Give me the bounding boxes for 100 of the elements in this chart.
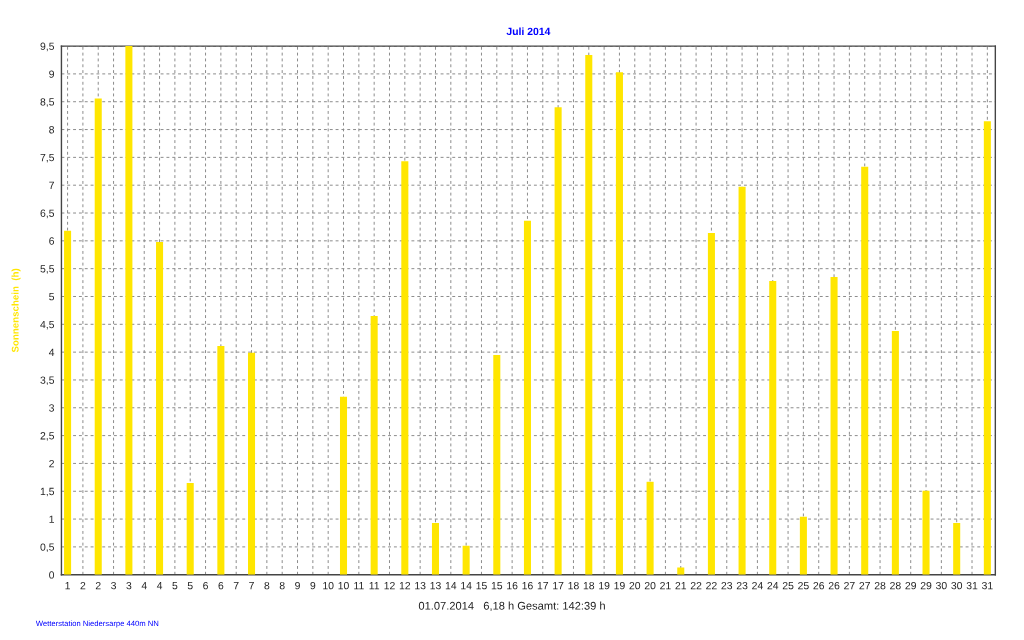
x-tick-label: 2 — [95, 581, 101, 590]
x-tick-label: 18 — [568, 581, 579, 590]
x-tick-label: 8 — [264, 581, 270, 590]
x-tick-label: 4 — [156, 582, 163, 590]
x-tick-label: 30 — [951, 581, 963, 590]
x-tick-label: 12 — [399, 581, 411, 590]
y-tick-label: 3,5 — [40, 376, 55, 386]
y-tick-label: 0,5 — [40, 543, 55, 552]
x-tick-label: 25 — [782, 581, 794, 590]
x-tick-label: 29 — [905, 581, 917, 590]
x-tick-label: 27 — [859, 581, 870, 590]
bar — [891, 330, 899, 575]
y-axis-title: Sonnenschein (h) — [11, 268, 21, 353]
x-tick-label: 5 — [172, 582, 178, 590]
x-tick-label: 6 — [203, 581, 208, 590]
x-tick-label: 21 — [660, 581, 671, 590]
bar — [431, 522, 440, 575]
x-tick-label: 7 — [249, 582, 254, 590]
x-tick-label: 16 — [507, 581, 518, 590]
bar — [738, 186, 746, 575]
x-tick-label: 7 — [233, 582, 239, 590]
x-tick-label: 14 — [445, 582, 457, 590]
bar — [799, 516, 807, 575]
x-tick-label: 21 — [675, 581, 687, 590]
y-tick-label: 2 — [49, 459, 54, 468]
bar — [401, 161, 409, 575]
x-tick-label: 19 — [599, 581, 610, 590]
x-tick-label: 9 — [295, 581, 300, 590]
x-tick-label: 16 — [522, 581, 533, 590]
bar — [983, 121, 991, 575]
x-tick-label: 13 — [430, 581, 441, 590]
x-tick-label: 24 — [752, 581, 763, 590]
y-tick-label: 8 — [49, 126, 55, 134]
x-tick-label: 28 — [890, 581, 901, 590]
bar — [953, 522, 961, 575]
x-tick-label: 2 — [80, 581, 86, 590]
x-tick-label: 31 — [966, 581, 978, 590]
y-tick-label: 1 — [49, 515, 54, 523]
x-tick-label: 9 — [310, 581, 316, 590]
x-tick-label: 15 — [491, 582, 503, 590]
x-tick-label: 25 — [798, 581, 809, 590]
y-tick-label: 2,5 — [40, 432, 55, 441]
x-tick-label: 22 — [706, 581, 717, 590]
text: 01.07.2014 6,18 h Gesamt: 142:39 h — [418, 601, 605, 612]
x-tick-label: 17 — [553, 582, 564, 590]
bar — [217, 346, 225, 575]
bar — [462, 545, 470, 575]
bar — [339, 396, 348, 575]
x-tick-label: 31 — [981, 581, 993, 590]
bar — [861, 166, 869, 575]
bar — [707, 233, 715, 575]
x-tick-label: 23 — [721, 581, 733, 590]
x-tick-label: 14 — [461, 582, 472, 590]
x-tick-label: 11 — [369, 582, 380, 590]
bar — [64, 230, 72, 575]
y-tick-label: 5,5 — [40, 265, 55, 274]
bar — [156, 241, 164, 575]
x-tick-label: 10 — [338, 581, 349, 590]
y-tick-label: 1,5 — [40, 487, 55, 497]
y-tick-label: 8,5 — [40, 98, 55, 107]
bar — [585, 54, 593, 575]
x-tick-label: 15 — [476, 582, 487, 590]
x-tick-label: 18 — [583, 581, 595, 590]
x-tick-label: 3 — [126, 581, 132, 590]
x-tick-label: 26 — [828, 581, 840, 590]
x-tick-label: 4 — [141, 582, 147, 590]
chart-title: Juli 2014 — [506, 27, 551, 36]
bar — [248, 352, 256, 575]
x-tick-label: 3 — [111, 581, 116, 590]
x-tick-label: 20 — [629, 581, 641, 590]
bar — [94, 98, 102, 575]
y-tick-label: 5 — [49, 293, 55, 301]
x-tick-label: 6 — [218, 581, 224, 590]
y-tick-label: 6 — [49, 237, 55, 245]
bar — [646, 481, 654, 575]
x-tick-label: 5 — [187, 582, 193, 590]
x-tick-label: 27 — [844, 581, 855, 590]
x-tick-label: 13 — [415, 581, 426, 590]
bar — [554, 107, 562, 575]
x-tick-label: 26 — [813, 581, 825, 590]
y-tick-label: 9,5 — [40, 42, 55, 52]
bar — [523, 220, 531, 575]
x-tick-label: 22 — [690, 581, 702, 590]
bar — [615, 72, 623, 575]
y-tick-label: 3 — [49, 404, 55, 412]
y-tick-label: 6,5 — [40, 209, 55, 219]
x-tick-label: 10 — [323, 581, 334, 590]
x-tick-label: 19 — [614, 581, 625, 590]
x-tick-label: 12 — [384, 581, 395, 590]
bar — [370, 315, 378, 575]
x-tick-label: 29 — [920, 581, 932, 590]
y-tick-label: 9 — [49, 70, 54, 78]
y-tick-label: 7,5 — [40, 153, 55, 163]
bar — [769, 280, 777, 575]
x-tick-label: 20 — [644, 581, 656, 590]
x-tick-label: 17 — [537, 582, 549, 590]
bar — [922, 490, 930, 575]
x-tick-label: 28 — [874, 581, 886, 590]
x-tick-label: 30 — [935, 581, 947, 590]
y-tick-label: 0 — [49, 571, 55, 579]
